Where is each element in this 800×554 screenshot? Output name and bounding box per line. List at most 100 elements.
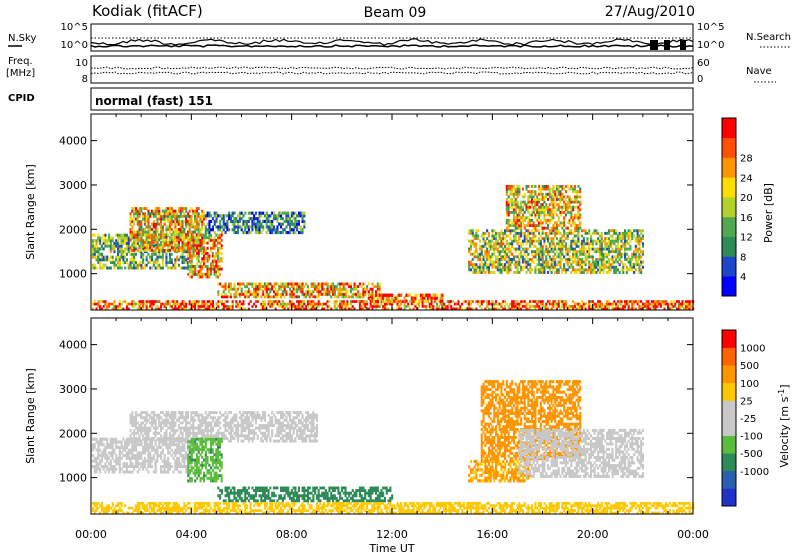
heatmap-cell: [254, 305, 257, 308]
heatmap-cell: [539, 302, 542, 306]
heatmap-cell: [201, 228, 204, 231]
heatmap-cell: [638, 247, 641, 251]
heatmap-cell: [260, 282, 263, 286]
heatmap-cell: [287, 222, 290, 226]
heatmap-cell: [97, 462, 100, 466]
date-title: 27/Aug/2010: [605, 4, 695, 20]
heatmap-cell: [229, 295, 232, 299]
heatmap-cell: [468, 305, 471, 308]
heatmap-cell: [593, 260, 596, 264]
heatmap-cell: [151, 418, 154, 422]
heatmap-cell: [176, 212, 179, 216]
heatmap-cell: [174, 437, 177, 441]
heatmap-cell: [258, 231, 261, 235]
heatmap-cell: [194, 305, 197, 308]
heatmap-cell: [127, 443, 130, 447]
heatmap-cell: [97, 255, 100, 259]
heatmap-cell: [491, 271, 494, 274]
heatmap-cell: [566, 258, 569, 261]
heatmap-cell: [272, 302, 275, 306]
heatmap-cell: [376, 287, 379, 291]
heatmap-cell: [581, 244, 584, 248]
heatmap-cell: [111, 302, 114, 306]
heatmap-cell: [224, 214, 227, 218]
heatmap-cell: [133, 429, 136, 433]
heatmap-cell: [604, 265, 607, 269]
heatmap-cell: [143, 228, 146, 231]
heatmap-cell: [573, 239, 576, 243]
heatmap-cell: [366, 302, 369, 306]
colorbar-segment: [722, 276, 736, 297]
heatmap-cell: [557, 203, 560, 207]
heatmap-cell: [138, 228, 141, 231]
heatmap-cell: [143, 445, 146, 449]
heatmap-cell: [179, 235, 182, 239]
heatmap-cell: [118, 244, 121, 248]
heatmap-cell: [151, 236, 154, 240]
heatmap-cell: [548, 192, 551, 196]
heatmap-cell: [538, 200, 541, 204]
heatmap-cell: [502, 234, 505, 238]
heatmap-cell: [398, 307, 401, 311]
heatmap-cell: [133, 443, 136, 447]
heatmap-cell: [536, 247, 539, 251]
heatmap-cell: [376, 296, 379, 300]
heatmap-cell: [541, 305, 544, 308]
heatmap-cell: [521, 265, 524, 269]
heatmap-cell: [552, 268, 555, 272]
heatmap-cell: [466, 302, 469, 306]
heatmap-cell: [186, 448, 189, 452]
heatmap-cell: [125, 252, 128, 256]
heatmap-cell: [213, 254, 216, 258]
heatmap-cell: [170, 454, 173, 458]
heatmap-cell: [176, 258, 179, 262]
heatmap-cell: [183, 459, 186, 463]
heatmap-cell: [97, 250, 100, 254]
heatmap-cell: [190, 257, 193, 261]
heatmap-cell: [602, 260, 605, 264]
heatmap-cell: [473, 265, 476, 269]
heatmap-cell: [516, 205, 519, 209]
heatmap-cell: [222, 302, 225, 306]
heatmap-cell: [233, 292, 236, 296]
heatmap-cell: [125, 244, 128, 248]
heatmap-cell: [134, 266, 137, 270]
heatmap-cell: [260, 287, 263, 291]
heatmap-cell: [600, 260, 603, 264]
heatmap-cell: [486, 305, 489, 308]
heatmap-cell: [371, 293, 374, 297]
heatmap-cell: [518, 221, 521, 225]
heatmap-cell: [514, 226, 517, 230]
heatmap-cell: [640, 229, 643, 233]
heatmap-cell: [584, 247, 587, 251]
heatmap-cell: [457, 300, 460, 303]
heatmap-cell: [294, 231, 297, 235]
heatmap-cell: [118, 451, 121, 455]
heatmap-cell: [172, 214, 175, 218]
heatmap-cell: [552, 305, 555, 308]
heatmap-cell: [156, 228, 159, 231]
heatmap-cell: [426, 296, 429, 300]
heatmap-cell: [421, 296, 424, 300]
heatmap-cell: [152, 448, 155, 452]
heatmap-cell: [99, 470, 102, 474]
heatmap-cell: [520, 226, 523, 230]
heatmap-cell: [591, 271, 594, 274]
heatmap-cell: [206, 252, 209, 255]
heatmap-cell: [375, 307, 378, 311]
heatmap-cell: [152, 222, 155, 226]
heatmap-cell: [348, 295, 351, 299]
heatmap-cell: [174, 462, 177, 466]
heatmap-cell: [507, 185, 510, 188]
heatmap-cell: [306, 285, 309, 288]
heatmap-cell: [545, 237, 548, 240]
heatmap-cell: [133, 230, 136, 234]
heatmap-cell: [593, 302, 596, 306]
heatmap-cell: [572, 190, 575, 194]
heatmap-cell: [362, 282, 365, 286]
heatmap-cell: [256, 219, 259, 223]
heatmap-cell: [283, 305, 286, 308]
heatmap-cell: [108, 462, 111, 466]
heatmap-cell: [183, 230, 186, 234]
heatmap-cell: [203, 257, 206, 261]
